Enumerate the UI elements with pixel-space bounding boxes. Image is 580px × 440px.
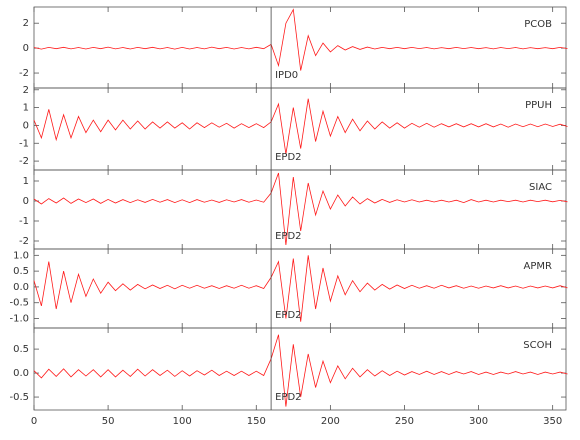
y-tick-label: 1.0: [13, 250, 29, 261]
x-tick-label: 0: [31, 416, 37, 427]
y-tick-label: -1: [19, 216, 29, 227]
waveform: [33, 334, 568, 407]
y-tick-label: 0.0: [13, 368, 29, 379]
pick-label: EPD2: [275, 392, 301, 403]
y-tick-label: 2: [23, 85, 29, 96]
x-tick-label: 300: [469, 416, 488, 427]
x-tick-label: 100: [173, 416, 192, 427]
y-tick-label: -0.5: [9, 392, 29, 403]
pick-label: EPD2: [275, 152, 301, 163]
y-tick-label: -1: [19, 138, 29, 149]
y-tick-label: -2: [19, 68, 29, 79]
x-tick-label: 50: [102, 416, 115, 427]
y-tick-label: 0: [23, 43, 29, 54]
pick-label: EPD2: [275, 310, 301, 321]
waveform: [33, 8, 568, 71]
x-tick-label: 350: [543, 416, 562, 427]
waveform: [33, 98, 568, 155]
y-tick-label: -0.5: [9, 298, 29, 309]
x-tick-label: 150: [247, 416, 266, 427]
station-label: PPUH: [525, 100, 552, 111]
y-tick-label: 0.5: [13, 266, 29, 277]
y-tick-label: 2: [23, 18, 29, 29]
station-label: PCOB: [524, 19, 552, 30]
x-tick-label: 200: [321, 416, 340, 427]
station-label: SIAC: [529, 182, 552, 193]
station-label: APMR: [524, 261, 552, 272]
y-tick-label: 1: [23, 103, 29, 114]
y-tick-label: 0: [23, 196, 29, 207]
pick-label: IPD0: [275, 70, 298, 81]
waveform: [33, 255, 568, 322]
y-tick-label: -1.0: [9, 314, 29, 325]
y-tick-label: 0.0: [13, 282, 29, 293]
y-tick-label: -2: [19, 236, 29, 247]
waveform: [33, 172, 568, 246]
pick-label: EPD2: [275, 231, 301, 242]
x-tick-label: 250: [395, 416, 414, 427]
y-tick-label: 1: [23, 176, 29, 187]
y-tick-label: 0.5: [13, 344, 29, 355]
panel-frame: [33, 327, 567, 411]
y-tick-label: -2: [19, 156, 29, 167]
station-label: SCOH: [523, 340, 552, 351]
y-tick-label: 0: [23, 120, 29, 131]
